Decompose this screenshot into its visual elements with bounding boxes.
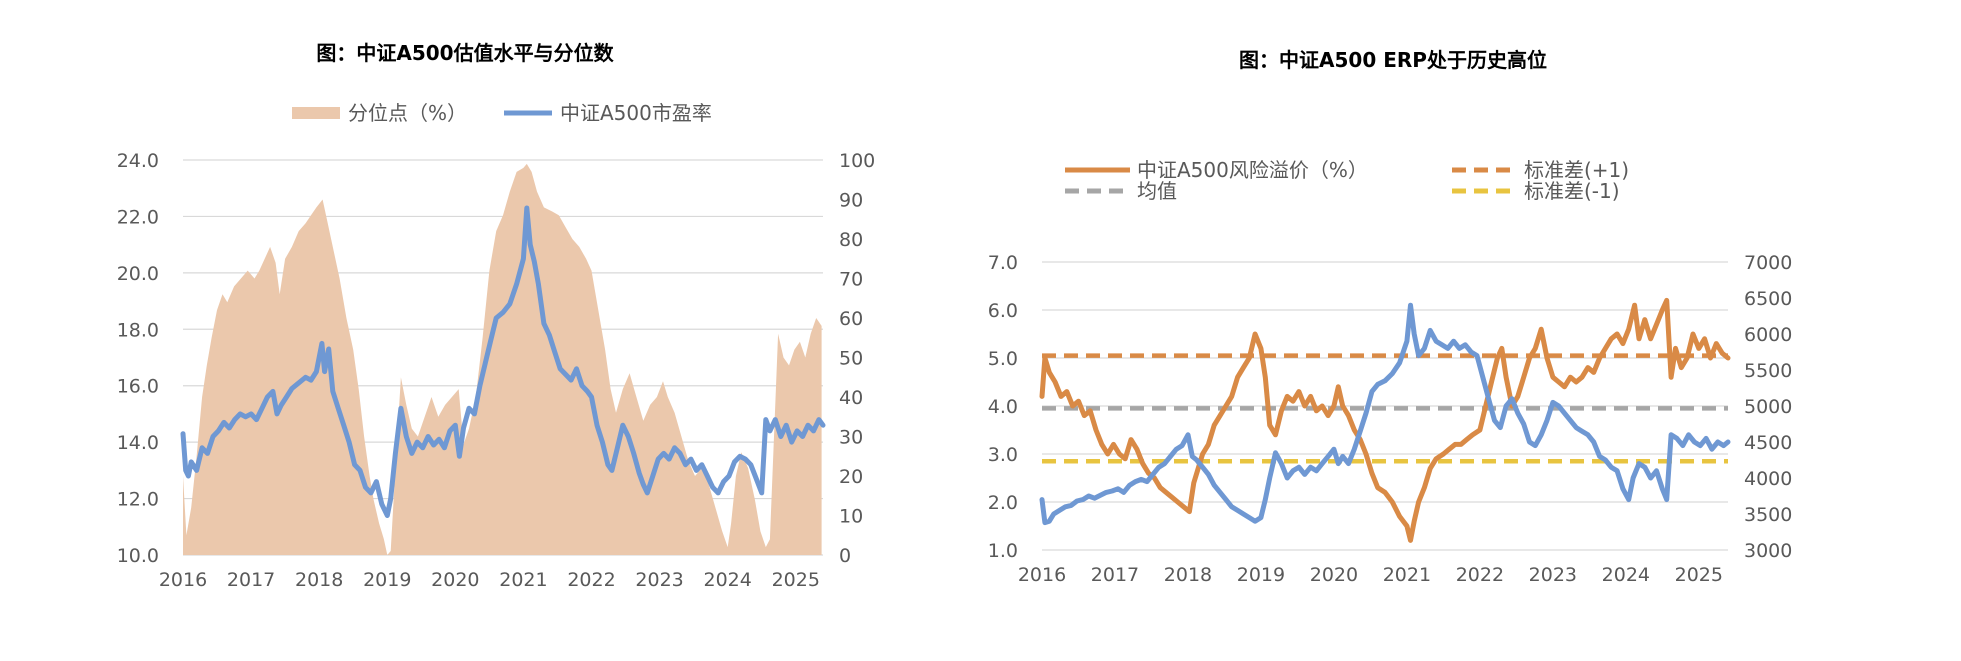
legend-swatch-percentile (292, 107, 340, 119)
y-left-tick-label: 20.0 (117, 263, 159, 285)
legend-label-minus1sd: 标准差(-1) (1524, 179, 1620, 203)
left-chart-plot (180, 163, 826, 555)
y-right-tick-label: 4000 (1744, 468, 1792, 490)
y-right-tick-label: 20 (839, 466, 863, 488)
y-right-tick-label: 40 (839, 387, 863, 409)
legend-label-pe: 中证A500市盈率 (560, 101, 712, 125)
y-left-tick-label: 14.0 (117, 432, 159, 454)
y-right-tick-label: 70 (839, 269, 863, 291)
right-chart-plot (1039, 297, 1731, 543)
x-tick-label: 2017 (227, 569, 275, 591)
y-right-tick-label: 5500 (1744, 360, 1792, 382)
y-left-tick-label: 24.0 (117, 150, 159, 172)
x-tick-label: 2020 (431, 569, 479, 591)
y-right-tick-label: 60 (839, 308, 863, 330)
x-tick-label: 2024 (704, 569, 752, 591)
x-tick-label: 2023 (1529, 564, 1577, 586)
y-right-tick-label: 4500 (1744, 432, 1792, 454)
y-right-tick-label: 30 (839, 427, 863, 449)
left-chart-legend: 分位点（%） 中证A500市盈率 (292, 101, 712, 125)
y-left-tick-label: 7.0 (988, 252, 1018, 274)
right-chart-legend: 中证A500风险溢价（%） 标准差(+1) 均值 标准差(-1) (1065, 158, 1629, 203)
y-left-tick-label: 6.0 (988, 300, 1018, 322)
y-right-tick-label: 5000 (1744, 396, 1792, 418)
x-tick-label: 2021 (1383, 564, 1431, 586)
y-left-tick-label: 16.0 (117, 376, 159, 398)
legend-label-plus1sd: 标准差(+1) (1524, 158, 1629, 182)
left-chart: 图：中证A500估值水平与分位数 分位点（%） 中证A500市盈率 24.0 22… (117, 41, 876, 591)
y-left-tick-label: 22.0 (117, 206, 159, 228)
x-tick-label: 2020 (1310, 564, 1358, 586)
left-chart-axes: 24.022.020.018.016.014.012.010.010090807… (117, 150, 876, 591)
x-tick-label: 2021 (499, 569, 547, 591)
y-right-tick-label: 3000 (1744, 540, 1792, 562)
y-right-tick-label: 50 (839, 348, 863, 370)
y-right-tick-label: 6500 (1744, 288, 1792, 310)
x-tick-label: 2023 (635, 569, 683, 591)
x-tick-label: 2016 (1018, 564, 1066, 586)
y-left-tick-label: 3.0 (988, 444, 1018, 466)
y-left-tick-label: 18.0 (117, 319, 159, 341)
legend-label-erp: 中证A500风险溢价（%） (1137, 158, 1368, 182)
right-chart-grid (1042, 261, 1728, 551)
legend-label-mean: 均值 (1137, 179, 1177, 203)
x-tick-label: 2017 (1091, 564, 1139, 586)
x-tick-label: 2025 (772, 569, 820, 591)
legend-label-percentile: 分位点（%） (348, 101, 467, 125)
y-right-tick-label: 90 (839, 190, 863, 212)
series-line (1039, 297, 1731, 543)
y-right-tick-label: 100 (839, 150, 875, 172)
y-right-tick-label: 3500 (1744, 504, 1792, 526)
y-left-tick-label: 12.0 (117, 489, 159, 511)
right-chart-axes: 7.0 6.0 5.0 4.0 3.0 2.0 1.0 7000 6500 6000 5500 500… (988, 252, 1793, 586)
x-tick-label: 2016 (159, 569, 207, 591)
y-right-tick-label: 6000 (1744, 324, 1792, 346)
y-left-tick-label: 10.0 (117, 545, 159, 567)
x-tick-label: 2024 (1602, 564, 1650, 586)
x-tick-label: 2025 (1675, 564, 1723, 586)
x-tick-label: 2022 (567, 569, 615, 591)
right-chart: 图：中证A500 ERP处于历史高位 中证A500风险溢价（%） 标准差(+1)… (988, 48, 1793, 586)
x-tick-label: 2019 (363, 569, 411, 591)
percentile-area-series (183, 163, 822, 555)
y-right-tick-label: 80 (839, 229, 863, 251)
y-left-tick-label: 2.0 (988, 492, 1018, 514)
x-tick-label: 2018 (295, 569, 343, 591)
left-chart-title: 图：中证A500估值水平与分位数 (316, 41, 614, 65)
y-right-tick-label: 7000 (1744, 252, 1792, 274)
y-right-tick-label: 0 (839, 545, 851, 567)
x-tick-label: 2018 (1164, 564, 1212, 586)
x-tick-label: 2019 (1237, 564, 1285, 586)
series-line (1039, 302, 1731, 526)
right-chart-title: 图：中证A500 ERP处于历史高位 (1239, 48, 1547, 72)
y-left-tick-label: 5.0 (988, 348, 1018, 370)
y-left-tick-label: 1.0 (988, 540, 1018, 562)
y-right-tick-label: 10 (839, 506, 863, 528)
series-line (180, 205, 826, 518)
y-left-tick-label: 4.0 (988, 396, 1018, 418)
x-tick-label: 2022 (1456, 564, 1504, 586)
